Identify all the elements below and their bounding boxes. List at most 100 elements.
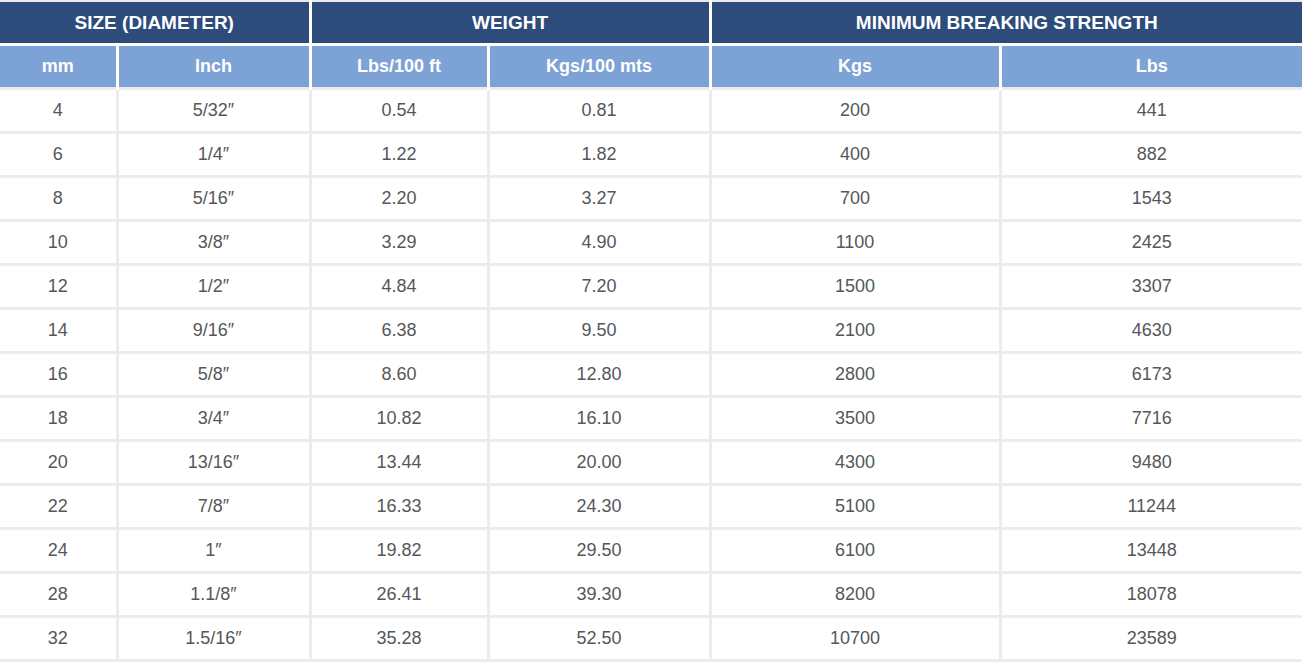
table-cell: 882 bbox=[1000, 133, 1302, 177]
column-header-kgs-100mts: Kgs/100 mts bbox=[488, 45, 710, 89]
table-row: 61/4″1.221.82400882 bbox=[0, 133, 1302, 177]
table-cell: 1.82 bbox=[488, 133, 710, 177]
table-row: 281.1/8″26.4139.30820018078 bbox=[0, 573, 1302, 617]
table-cell: 6100 bbox=[710, 529, 1000, 573]
table-cell: 1/4″ bbox=[117, 133, 310, 177]
table-cell: 1500 bbox=[710, 265, 1000, 309]
table-cell: 1.22 bbox=[310, 133, 488, 177]
table-cell: 6173 bbox=[1000, 353, 1302, 397]
table-cell: 10.82 bbox=[310, 397, 488, 441]
table-cell: 24.30 bbox=[488, 485, 710, 529]
table-cell: 2425 bbox=[1000, 221, 1302, 265]
table-cell: 24 bbox=[0, 529, 117, 573]
table-row: 45/32″0.540.81200441 bbox=[0, 89, 1302, 133]
table-cell: 18078 bbox=[1000, 573, 1302, 617]
table-cell: 4.84 bbox=[310, 265, 488, 309]
table-cell: 20.00 bbox=[488, 441, 710, 485]
column-header-kgs: Kgs bbox=[710, 45, 1000, 89]
table-cell: 5/32″ bbox=[117, 89, 310, 133]
table-cell: 1100 bbox=[710, 221, 1000, 265]
table-cell: 9480 bbox=[1000, 441, 1302, 485]
column-header-row: mm Inch Lbs/100 ft Kgs/100 mts Kgs Lbs bbox=[0, 45, 1302, 89]
table-cell: 39.30 bbox=[488, 573, 710, 617]
table-row: 165/8″8.6012.8028006173 bbox=[0, 353, 1302, 397]
table-cell: 13.44 bbox=[310, 441, 488, 485]
table-cell: 2800 bbox=[710, 353, 1000, 397]
table-cell: 3500 bbox=[710, 397, 1000, 441]
table-cell: 19.82 bbox=[310, 529, 488, 573]
column-header-lbs-100ft: Lbs/100 ft bbox=[310, 45, 488, 89]
table-cell: 441 bbox=[1000, 89, 1302, 133]
table-row: 149/16″6.389.5021004630 bbox=[0, 309, 1302, 353]
table-cell: 1.1/8″ bbox=[117, 573, 310, 617]
table-cell: 0.81 bbox=[488, 89, 710, 133]
table-row: 183/4″10.8216.1035007716 bbox=[0, 397, 1302, 441]
table-cell: 10 bbox=[0, 221, 117, 265]
table-cell: 12 bbox=[0, 265, 117, 309]
table-cell: 9/16″ bbox=[117, 309, 310, 353]
table-row: 321.5/16″35.2852.501070023589 bbox=[0, 617, 1302, 661]
table-row: 227/8″16.3324.30510011244 bbox=[0, 485, 1302, 529]
column-header-mm: mm bbox=[0, 45, 117, 89]
table-cell: 3307 bbox=[1000, 265, 1302, 309]
table-row: 2013/16″13.4420.0043009480 bbox=[0, 441, 1302, 485]
table-cell: 400 bbox=[710, 133, 1000, 177]
table-cell: 4630 bbox=[1000, 309, 1302, 353]
column-header-inch: Inch bbox=[117, 45, 310, 89]
table-cell: 700 bbox=[710, 177, 1000, 221]
table-cell: 8 bbox=[0, 177, 117, 221]
table-cell: 4.90 bbox=[488, 221, 710, 265]
table-cell: 13448 bbox=[1000, 529, 1302, 573]
table-cell: 20 bbox=[0, 441, 117, 485]
table-cell: 1.5/16″ bbox=[117, 617, 310, 661]
column-header-lbs: Lbs bbox=[1000, 45, 1302, 89]
table-cell: 3/4″ bbox=[117, 397, 310, 441]
table-cell: 5/16″ bbox=[117, 177, 310, 221]
table-cell: 10700 bbox=[710, 617, 1000, 661]
table-cell: 7/8″ bbox=[117, 485, 310, 529]
table-cell: 1″ bbox=[117, 529, 310, 573]
table-row: 241″19.8229.50610013448 bbox=[0, 529, 1302, 573]
table-cell: 7716 bbox=[1000, 397, 1302, 441]
table-cell: 11244 bbox=[1000, 485, 1302, 529]
table-cell: 16.33 bbox=[310, 485, 488, 529]
group-header-weight: WEIGHT bbox=[310, 1, 710, 45]
group-header-breaking-strength: MINIMUM BREAKING STRENGTH bbox=[710, 1, 1302, 45]
table-cell: 16 bbox=[0, 353, 117, 397]
table-cell: 22 bbox=[0, 485, 117, 529]
table-row: 85/16″2.203.277001543 bbox=[0, 177, 1302, 221]
spec-table-container: SIZE (DIAMETER) WEIGHT MINIMUM BREAKING … bbox=[0, 0, 1302, 662]
table-cell: 0.54 bbox=[310, 89, 488, 133]
group-header-size: SIZE (DIAMETER) bbox=[0, 1, 310, 45]
table-cell: 5100 bbox=[710, 485, 1000, 529]
table-cell: 13/16″ bbox=[117, 441, 310, 485]
table-cell: 3.29 bbox=[310, 221, 488, 265]
table-cell: 4300 bbox=[710, 441, 1000, 485]
table-cell: 16.10 bbox=[488, 397, 710, 441]
table-cell: 12.80 bbox=[488, 353, 710, 397]
table-row: 121/2″4.847.2015003307 bbox=[0, 265, 1302, 309]
table-cell: 8.60 bbox=[310, 353, 488, 397]
table-cell: 2100 bbox=[710, 309, 1000, 353]
table-body: 45/32″0.540.8120044161/4″1.221.824008828… bbox=[0, 89, 1302, 661]
table-cell: 18 bbox=[0, 397, 117, 441]
table-cell: 23589 bbox=[1000, 617, 1302, 661]
rope-spec-table: SIZE (DIAMETER) WEIGHT MINIMUM BREAKING … bbox=[0, 0, 1302, 662]
table-cell: 35.28 bbox=[310, 617, 488, 661]
table-cell: 8200 bbox=[710, 573, 1000, 617]
table-cell: 6 bbox=[0, 133, 117, 177]
table-cell: 32 bbox=[0, 617, 117, 661]
table-cell: 1/2″ bbox=[117, 265, 310, 309]
table-cell: 14 bbox=[0, 309, 117, 353]
table-cell: 5/8″ bbox=[117, 353, 310, 397]
table-cell: 2.20 bbox=[310, 177, 488, 221]
table-cell: 9.50 bbox=[488, 309, 710, 353]
table-cell: 4 bbox=[0, 89, 117, 133]
table-cell: 26.41 bbox=[310, 573, 488, 617]
table-cell: 1543 bbox=[1000, 177, 1302, 221]
group-header-row: SIZE (DIAMETER) WEIGHT MINIMUM BREAKING … bbox=[0, 1, 1302, 45]
table-cell: 3/8″ bbox=[117, 221, 310, 265]
table-cell: 3.27 bbox=[488, 177, 710, 221]
table-row: 103/8″3.294.9011002425 bbox=[0, 221, 1302, 265]
table-cell: 52.50 bbox=[488, 617, 710, 661]
